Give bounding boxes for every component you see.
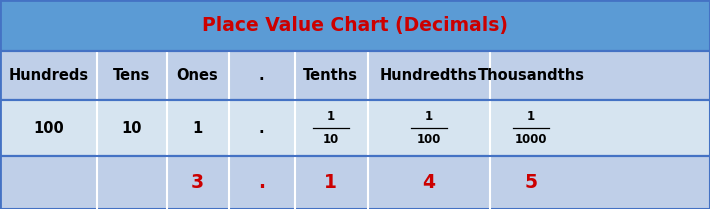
- Text: .: .: [258, 68, 264, 83]
- Text: 10: 10: [122, 121, 142, 135]
- Text: Hundredths: Hundredths: [380, 68, 478, 83]
- Text: Hundreds: Hundreds: [9, 68, 88, 83]
- Text: 1000: 1000: [515, 133, 547, 146]
- Text: Thousandths: Thousandths: [478, 68, 584, 83]
- Text: 10: 10: [323, 133, 339, 146]
- Bar: [0, 100, 710, 156]
- Bar: [0, 51, 710, 100]
- Text: 100: 100: [417, 133, 441, 146]
- Text: Ones: Ones: [177, 68, 218, 83]
- Text: 1: 1: [425, 110, 433, 123]
- Text: 1: 1: [192, 121, 202, 135]
- Text: .: .: [258, 173, 265, 192]
- Bar: [0, 0, 710, 51]
- Text: 5: 5: [525, 173, 537, 192]
- Text: 1: 1: [324, 173, 337, 192]
- Text: .: .: [258, 121, 264, 135]
- Text: 4: 4: [422, 173, 435, 192]
- Text: Place Value Chart (Decimals): Place Value Chart (Decimals): [202, 16, 508, 35]
- Bar: [0, 156, 710, 209]
- Text: 3: 3: [191, 173, 204, 192]
- Text: 1: 1: [327, 110, 335, 123]
- Text: 100: 100: [33, 121, 64, 135]
- Text: Tenths: Tenths: [303, 68, 359, 83]
- Text: 1: 1: [527, 110, 535, 123]
- Text: Tens: Tens: [114, 68, 151, 83]
